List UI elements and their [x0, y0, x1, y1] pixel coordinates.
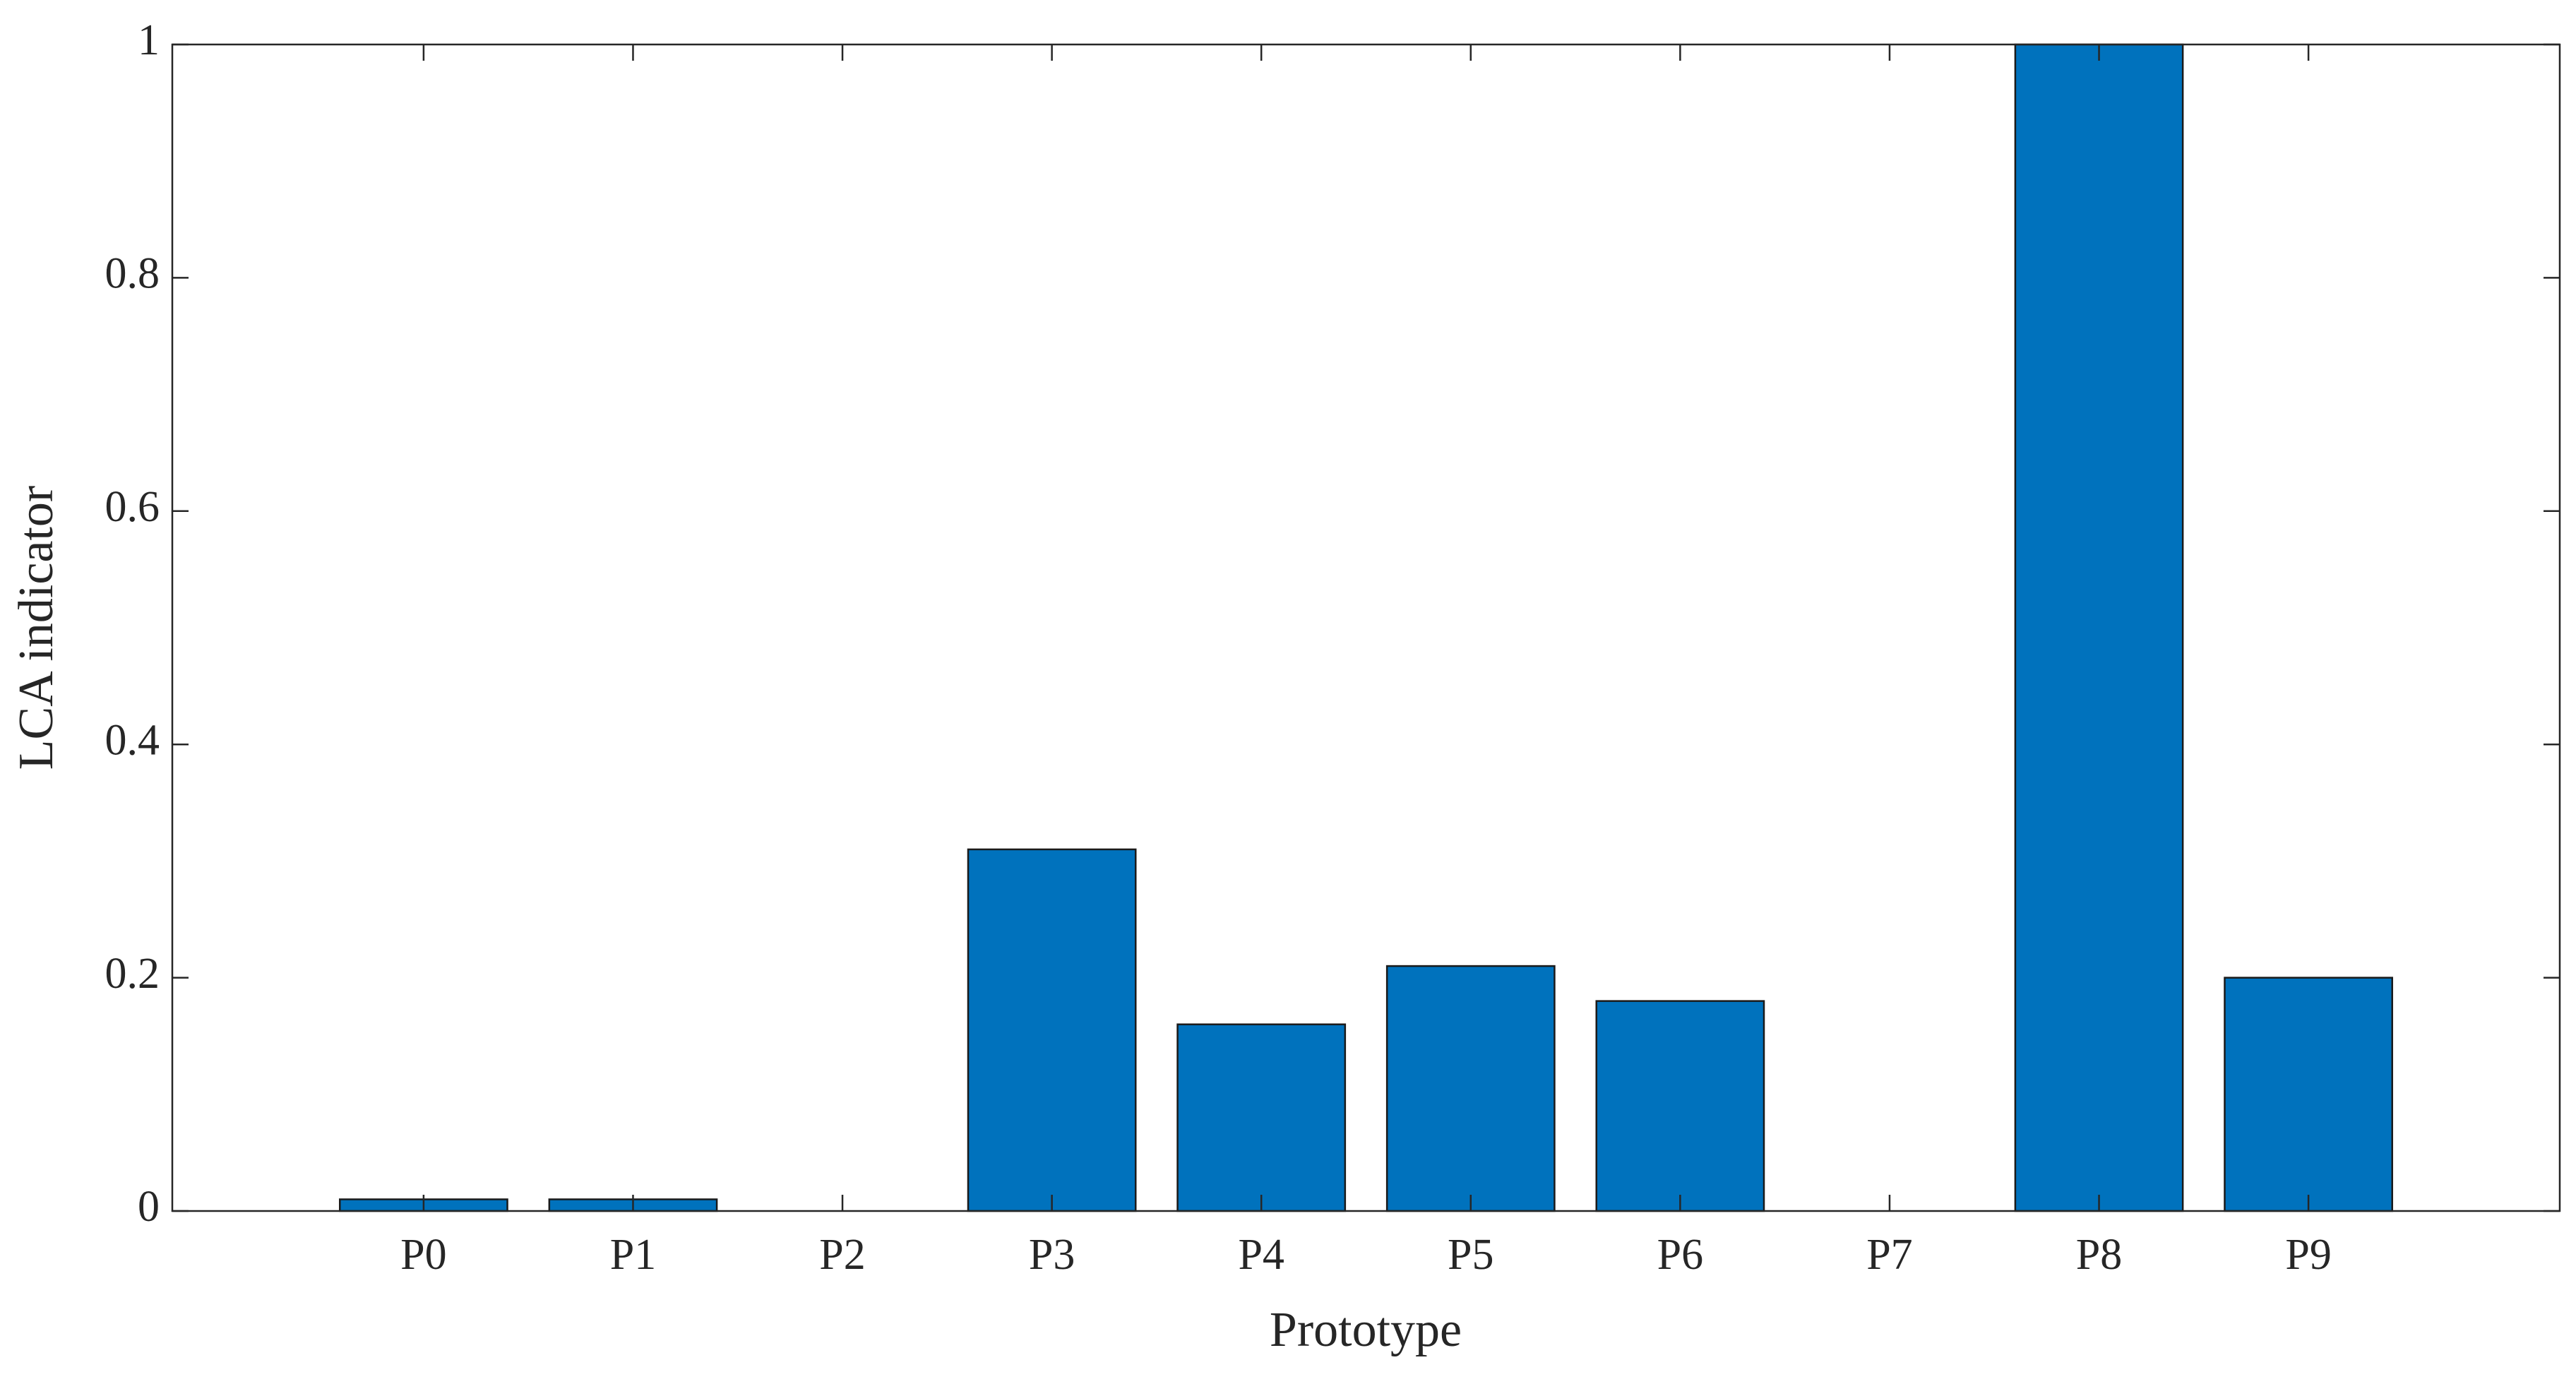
y-axis-label: LCA indicator	[9, 486, 64, 770]
y-tick-label: 0.8	[105, 250, 160, 298]
x-tick-label: P3	[1029, 1231, 1075, 1279]
bar	[1595, 1000, 1765, 1212]
x-tick-label: P0	[400, 1231, 446, 1279]
x-axis-label: Prototype	[1270, 1303, 1462, 1357]
bar	[1385, 965, 1556, 1212]
bar	[2014, 43, 2184, 1212]
bar	[1176, 1023, 1347, 1212]
x-tick-label: P8	[2076, 1231, 2122, 1279]
y-tick-label: 0	[138, 1183, 160, 1231]
x-tick-label: P7	[1866, 1231, 1912, 1279]
y-tick-label: 0.6	[105, 483, 160, 531]
x-tick-label: P1	[610, 1231, 656, 1279]
axes-box	[171, 43, 2561, 1212]
y-tick-label: 0.2	[105, 950, 160, 998]
plot-area	[172, 44, 2560, 1211]
x-tick-label: P6	[1657, 1231, 1703, 1279]
bar	[2224, 977, 2393, 1212]
x-tick-label: P9	[2285, 1231, 2331, 1279]
y-tick-label: 1	[138, 16, 160, 64]
x-tick-label: P4	[1238, 1231, 1284, 1279]
x-tick-label: P2	[819, 1231, 865, 1279]
bar	[967, 848, 1137, 1212]
y-tick-label: 0.4	[105, 716, 160, 764]
x-tick-label: P5	[1448, 1231, 1493, 1279]
